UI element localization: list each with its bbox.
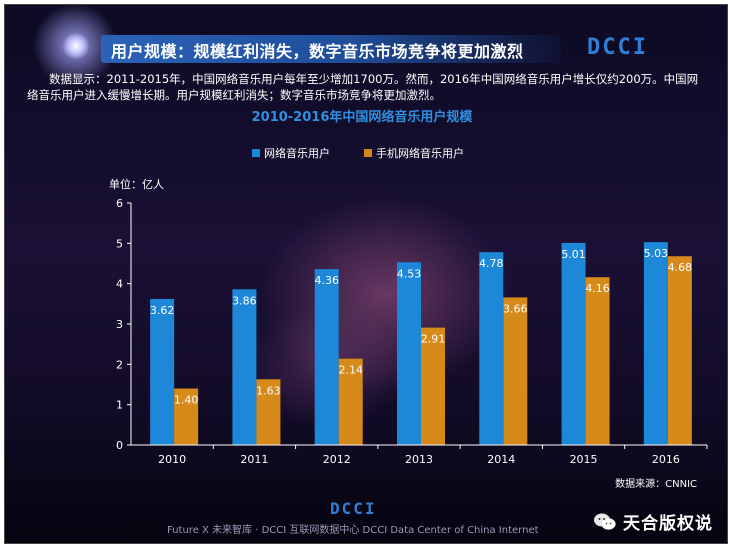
data-label-series-1: 5.01 [561, 248, 586, 261]
x-tick-label: 2016 [652, 453, 680, 466]
title-banner [101, 35, 561, 63]
bar-series-1 [232, 289, 257, 445]
legend-swatch-series-2 [364, 149, 372, 157]
x-tick-label: 2012 [323, 453, 351, 466]
bar-series-1 [150, 298, 175, 445]
wechat-icon [594, 513, 616, 530]
y-tick-label: 2 [116, 358, 123, 371]
data-label-series-2: 2.14 [338, 364, 363, 377]
legend-label-series-1: 网络音乐用户 [264, 146, 330, 160]
bar-series-2 [421, 327, 445, 445]
data-label-series-2: 2.91 [421, 333, 446, 346]
bar-series-1 [397, 262, 421, 445]
dcci-logo: DCCI [587, 35, 648, 60]
y-tick-label: 5 [116, 237, 123, 250]
bar-series-1 [479, 252, 504, 445]
chart-title: 2010-2016年中国网络音乐用户规模 [252, 109, 474, 125]
footer-text: Future X 未来智库 · DCCI 互联网数据中心 DCCI Data C… [167, 525, 539, 536]
star-flare-decoration [63, 33, 89, 59]
data-label-series-1: 4.36 [314, 274, 339, 287]
data-label-series-2: 1.40 [174, 394, 199, 407]
y-tick-label: 4 [116, 278, 123, 291]
y-tick-label: 1 [116, 399, 123, 412]
x-tick-label: 2011 [240, 453, 268, 466]
y-axis: 0 1 2 3 4 5 6 [116, 197, 132, 452]
wechat-watermark: 天合版权说 [593, 509, 713, 534]
bar-series-2 [174, 388, 199, 445]
bar-series-1 [561, 242, 586, 445]
x-axis: 2010 2011 2012 2013 2014 2015 2016 [131, 444, 708, 466]
bars: 3.62 3.86 4.36 4.53 4.78 5.01 5.03 1.40 1.63 2.14… [150, 242, 692, 445]
data-label-series-1: 4.78 [479, 257, 504, 270]
dcci-footer-logo: DCCI [330, 499, 377, 518]
y-tick-label: 3 [116, 318, 123, 331]
x-tick-label: 2014 [487, 453, 515, 466]
x-tick-label: 2015 [570, 453, 598, 466]
bar-series-1 [314, 269, 339, 445]
description-text: 数据显示：2011-2015年，中国网络音乐用户每年至少增加1700万。然而，2… [27, 72, 699, 102]
y-tick-label: 6 [116, 197, 123, 210]
bar-chart: 2010-2016年中国网络音乐用户规模 网络音乐用户 手机网络音乐用户 单位：… [109, 109, 708, 490]
data-label-series-2: 4.68 [668, 261, 693, 274]
x-tick-label: 2010 [158, 453, 186, 466]
chart-legend: 网络音乐用户 手机网络音乐用户 [252, 146, 464, 160]
bar-series-2 [585, 277, 610, 445]
bar-series-1 [643, 242, 668, 445]
page-title: 用户规模：规模红利消失，数字音乐市场竞争将更加激烈 [111, 42, 524, 61]
legend-swatch-series-1 [252, 149, 260, 157]
slide-background: 用户规模：规模红利消失，数字音乐市场竞争将更加激烈 DCCI 数据显示：2011… [4, 4, 728, 544]
bar-series-2 [667, 256, 692, 445]
data-label-series-2: 1.63 [256, 384, 281, 397]
unit-label: 单位：亿人 [109, 177, 164, 191]
bar-series-2 [256, 379, 281, 445]
data-label-series-1: 3.86 [232, 294, 257, 307]
data-label-series-2: 4.16 [585, 282, 610, 295]
data-label-series-2: 3.66 [503, 302, 528, 315]
legend-label-series-2: 手机网络音乐用户 [376, 146, 464, 160]
x-tick-label: 2013 [405, 453, 433, 466]
data-source: 数据来源：CNNIC [615, 477, 697, 490]
data-label-series-1: 4.53 [397, 267, 422, 280]
data-label-series-1: 3.62 [150, 304, 175, 317]
bar-series-2 [338, 358, 363, 445]
y-tick-label: 0 [116, 439, 123, 452]
wechat-account-name: 天合版权说 [623, 514, 713, 534]
bar-series-2 [503, 297, 528, 445]
data-label-series-1: 5.03 [644, 247, 669, 260]
